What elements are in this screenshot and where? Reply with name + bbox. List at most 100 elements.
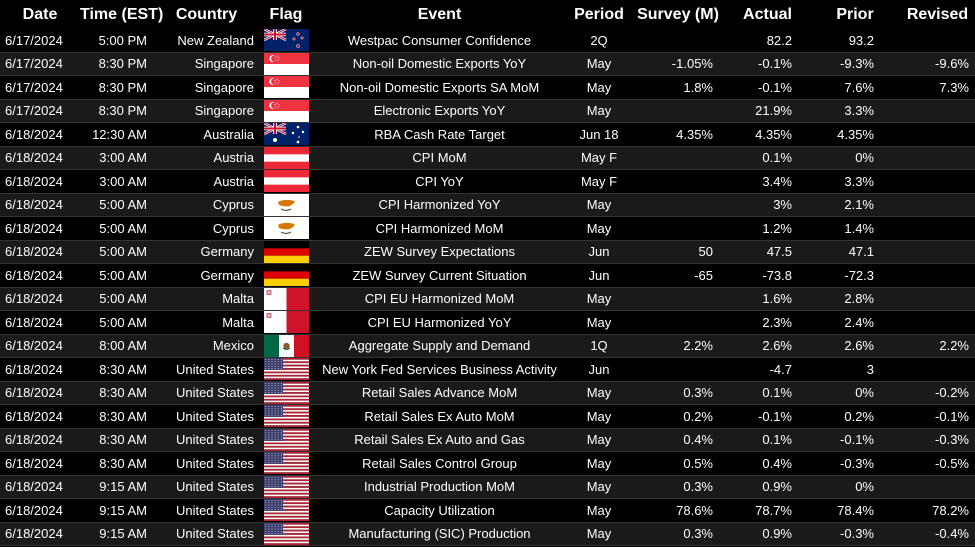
- row-prior: -9.3%: [810, 52, 900, 76]
- row-actual: -4.7: [725, 357, 810, 382]
- row-survey: 0.4%: [631, 428, 725, 452]
- row-country: United States: [153, 451, 260, 476]
- cyprus-flag-icon: [263, 193, 309, 216]
- row-revised: [900, 357, 975, 382]
- row-actual: 0.4%: [725, 451, 810, 476]
- row-country: Cyprus: [153, 216, 260, 241]
- header-period: Period: [574, 5, 624, 23]
- row-date: 6/18/2024: [0, 451, 80, 476]
- table-row: 6/18/2024 8:30 AM United States New York Fe…: [0, 357, 975, 382]
- row-date: 6/18/2024: [0, 404, 80, 429]
- table-row: 6/18/2024 8:30 AM United States Retail Sale…: [0, 428, 975, 452]
- row-country: Singapore: [153, 75, 260, 100]
- row-survey: [631, 193, 725, 217]
- row-time: 8:30 PM: [80, 99, 153, 123]
- row-flag: [260, 263, 312, 288]
- united-states-flag-icon: [263, 475, 309, 498]
- row-revised: [900, 287, 975, 311]
- row-period: May: [567, 451, 631, 476]
- row-country: Singapore: [153, 52, 260, 76]
- row-date: 6/18/2024: [0, 216, 80, 241]
- row-survey: -1.05%: [631, 52, 725, 76]
- row-revised: -0.5%: [900, 451, 975, 476]
- row-prior: 3.3%: [810, 169, 900, 194]
- row-date: 6/18/2024: [0, 263, 80, 288]
- row-survey: [631, 29, 725, 53]
- row-event: New York Fed Services Business Activity: [312, 357, 567, 382]
- row-actual: 1.6%: [725, 287, 810, 311]
- row-actual: 0.9%: [725, 522, 810, 546]
- table-row: 6/18/2024 3:00 AM Austria CPI MoM May F 0.1% 0…: [0, 146, 975, 170]
- row-survey: [631, 310, 725, 335]
- row-survey: [631, 99, 725, 123]
- row-actual: 82.2: [725, 29, 810, 53]
- table-body: 6/17/2024 5:00 PM New Zealand Westpac Consu…: [0, 29, 975, 546]
- table-row: 6/17/2024 8:30 PM Singapore Non-oil Domesti…: [0, 75, 975, 100]
- row-revised: -0.2%: [900, 381, 975, 405]
- malta-flag-icon: [263, 311, 309, 334]
- row-period: May: [567, 428, 631, 452]
- header-row: Date Time (EST) Country Flag Event Perio…: [0, 0, 975, 29]
- united-states-flag-icon: [263, 381, 309, 404]
- row-time: 8:30 PM: [80, 52, 153, 76]
- row-flag: [260, 310, 312, 335]
- row-flag: [260, 475, 312, 499]
- united-states-flag-icon: [263, 522, 309, 545]
- row-date: 6/18/2024: [0, 475, 80, 499]
- row-prior: 2.1%: [810, 193, 900, 217]
- row-prior: 0%: [810, 146, 900, 170]
- row-prior: 0%: [810, 381, 900, 405]
- row-survey: [631, 216, 725, 241]
- row-revised: [900, 240, 975, 264]
- row-actual: 3%: [725, 193, 810, 217]
- row-event: ZEW Survey Expectations: [312, 240, 567, 264]
- row-prior: 1.4%: [810, 216, 900, 241]
- row-prior: 3: [810, 357, 900, 382]
- row-date: 6/17/2024: [0, 52, 80, 76]
- table-row: 6/18/2024 5:00 AM Cyprus CPI Harmonized YoY…: [0, 193, 975, 217]
- row-period: 1Q: [567, 334, 631, 358]
- row-date: 6/17/2024: [0, 75, 80, 100]
- table-row: 6/18/2024 5:00 AM Cyprus CPI Harmonized MoM…: [0, 216, 975, 241]
- row-country: Singapore: [153, 99, 260, 123]
- header-revised: Revised: [906, 5, 969, 23]
- row-country: Malta: [153, 287, 260, 311]
- row-flag: [260, 240, 312, 264]
- row-flag: [260, 75, 312, 100]
- row-country: United States: [153, 475, 260, 499]
- header-event: Event: [417, 5, 462, 23]
- row-flag: [260, 122, 312, 147]
- malta-flag-icon: [263, 287, 309, 310]
- row-actual: 3.4%: [725, 169, 810, 194]
- header-prior: Prior: [836, 5, 874, 23]
- row-event: Westpac Consumer Confidence: [312, 29, 567, 53]
- row-time: 8:30 AM: [80, 404, 153, 429]
- table-row: 6/18/2024 5:00 AM Germany ZEW Survey Curren…: [0, 263, 975, 288]
- row-period: 2Q: [567, 29, 631, 53]
- row-period: May: [567, 52, 631, 76]
- row-date: 6/18/2024: [0, 310, 80, 335]
- row-revised: -0.4%: [900, 522, 975, 546]
- row-prior: 7.6%: [810, 75, 900, 100]
- row-country: Mexico: [153, 334, 260, 358]
- row-actual: 0.1%: [725, 381, 810, 405]
- row-survey: -65: [631, 263, 725, 288]
- row-actual: -0.1%: [725, 404, 810, 429]
- row-event: Industrial Production MoM: [312, 475, 567, 499]
- row-date: 6/18/2024: [0, 169, 80, 194]
- table-row: 6/18/2024 9:15 AM United States Capacity Ut…: [0, 498, 975, 523]
- table-row: 6/18/2024 8:30 AM United States Retail Sale…: [0, 381, 975, 405]
- row-time: 5:00 AM: [80, 216, 153, 241]
- row-actual: -0.1%: [725, 75, 810, 100]
- singapore-flag-icon: [263, 76, 309, 99]
- austria-flag-icon: [263, 146, 309, 169]
- austria-flag-icon: [263, 170, 309, 193]
- germany-flag-icon: [263, 240, 309, 263]
- mexico-flag-icon: [263, 334, 309, 357]
- row-survey: 0.3%: [631, 475, 725, 499]
- row-flag: [260, 146, 312, 170]
- row-flag: [260, 193, 312, 217]
- row-event: Retail Sales Ex Auto MoM: [312, 404, 567, 429]
- row-time: 3:00 AM: [80, 146, 153, 170]
- row-prior: -0.1%: [810, 428, 900, 452]
